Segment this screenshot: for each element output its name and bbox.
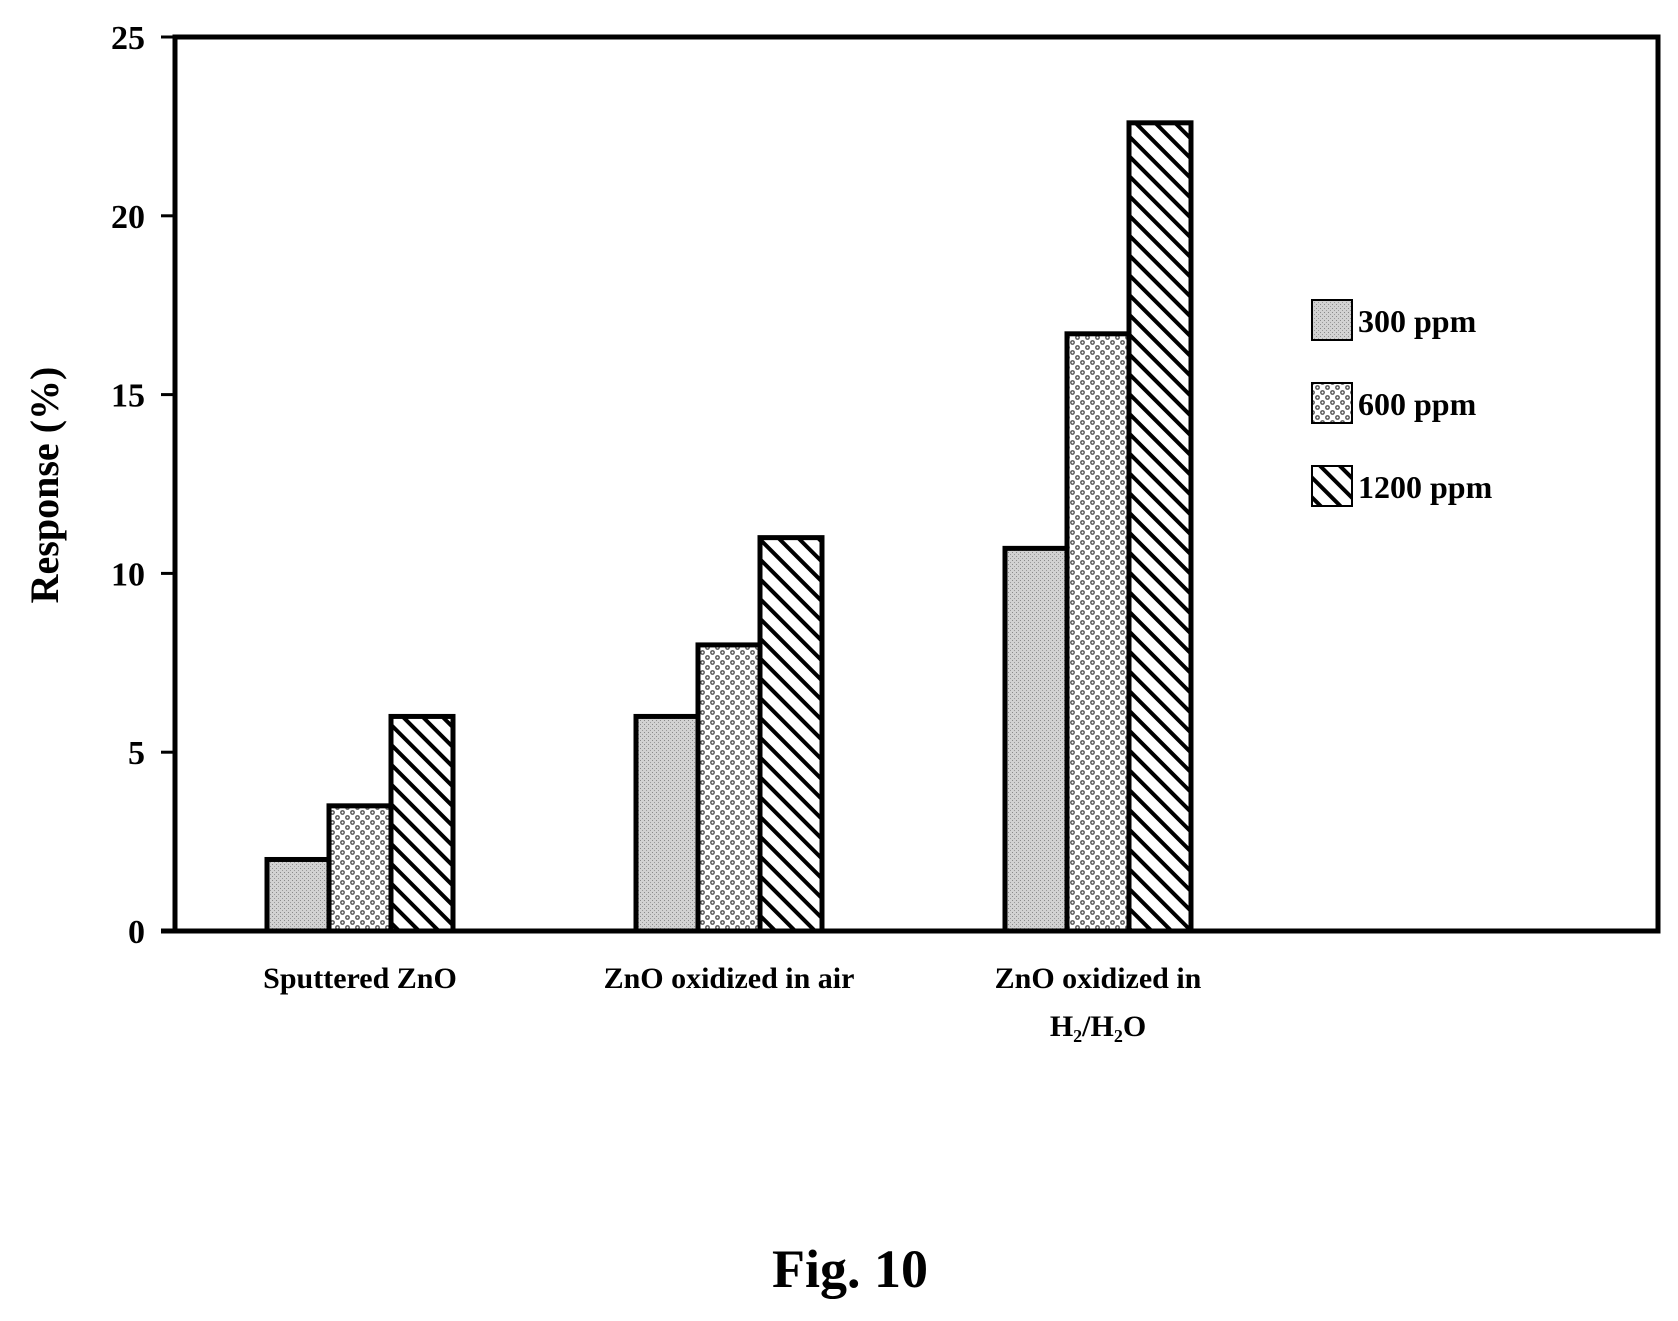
y-tick-label: 25: [111, 20, 145, 57]
bar-1200-ppm-2: [1126, 120, 1194, 934]
y-tick-label: 15: [111, 378, 145, 415]
category-label: ZnO oxidized in: [995, 962, 1202, 995]
legend: 300 ppm 600 ppm 1200 ppm: [1311, 299, 1493, 507]
y-axis-label: Response (%): [22, 367, 67, 604]
y-axis: 0 5 10 15 20 25: [111, 20, 175, 951]
bar-1200-ppm-0: [388, 713, 456, 934]
y-tick-label: 5: [128, 735, 145, 772]
legend-swatch: [1311, 382, 1353, 424]
bar-600-ppm-0: [326, 803, 394, 934]
bar-600-ppm-2: [1064, 331, 1132, 934]
y-tick-label: 10: [111, 556, 145, 593]
bar-300-ppm-0: [264, 856, 332, 934]
category-label: Sputtered ZnO: [263, 962, 457, 995]
bar-300-ppm-1: [633, 713, 701, 934]
bar-300-ppm-2: [1002, 545, 1070, 934]
legend-swatch: [1311, 299, 1353, 341]
bar-1200-ppm-1: [757, 535, 825, 934]
legend-swatch: [1311, 465, 1353, 507]
category-label: ZnO oxidized in air: [604, 962, 855, 995]
y-tick-label: 20: [111, 199, 145, 236]
bar-600-ppm-1: [695, 642, 763, 934]
y-tick-label: 0: [128, 914, 145, 951]
category-label: H₂/H₂O: [1050, 1010, 1146, 1043]
figure-caption: Fig. 10: [772, 1239, 928, 1299]
legend-label: 600 ppm: [1358, 386, 1477, 422]
x-axis-categories: Sputtered ZnO ZnO oxidized in air ZnO oxid…: [263, 962, 1202, 1043]
bars: [161, 120, 1658, 934]
legend-label: 300 ppm: [1358, 303, 1477, 339]
legend-label: 1200 ppm: [1358, 469, 1493, 505]
